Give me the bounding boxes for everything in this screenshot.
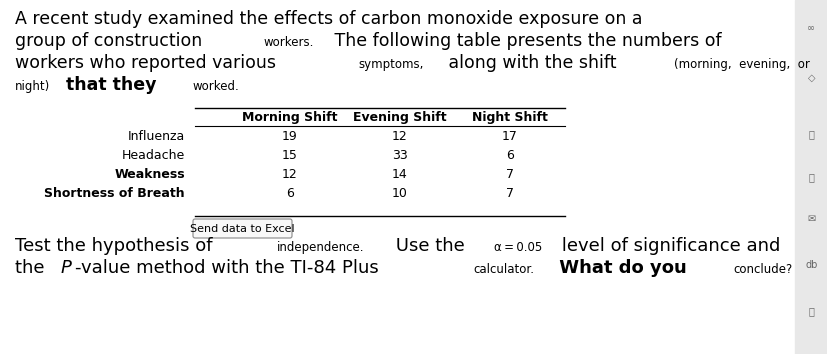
FancyBboxPatch shape [193,219,292,238]
Text: workers.: workers. [263,36,313,49]
Text: (morning,  evening,  or: (morning, evening, or [673,58,809,71]
Text: ◇: ◇ [807,73,815,83]
Text: workers who reported various: workers who reported various [15,54,281,72]
Text: Night Shift: Night Shift [471,111,547,124]
Text: α = 0.05: α = 0.05 [494,241,542,254]
Text: 33: 33 [392,149,408,162]
Text: the: the [15,259,50,277]
Text: 14: 14 [392,168,408,181]
Text: 19: 19 [282,130,298,143]
Text: 6: 6 [285,187,294,200]
Text: night): night) [15,80,50,93]
Text: conclude?: conclude? [733,263,791,276]
Text: 7: 7 [505,168,514,181]
Text: ⬜: ⬜ [808,172,814,182]
Text: along with the shift: along with the shift [442,54,621,72]
Text: ✉: ✉ [806,215,815,224]
Text: symptoms,: symptoms, [358,58,423,71]
Text: independence.: independence. [277,241,365,254]
Text: Influenza: Influenza [127,130,184,143]
Text: ∞: ∞ [806,23,815,33]
Text: calculator.: calculator. [473,263,534,276]
Bar [794,0,827,354]
Text: that they: that they [60,76,163,94]
Text: P: P [60,259,71,277]
Text: worked.: worked. [193,80,239,93]
Text: A recent study examined the effects of carbon monoxide exposure on a: A recent study examined the effects of c… [15,10,642,28]
Text: 10: 10 [392,187,408,200]
Text: The following table presents the numbers of: The following table presents the numbers… [328,32,720,50]
Text: Weakness: Weakness [114,168,184,181]
Text: ⬜: ⬜ [808,307,814,316]
Text: Morning Shift: Morning Shift [242,111,337,124]
Text: Headache: Headache [122,149,184,162]
Text: group of construction: group of construction [15,32,208,50]
Text: Shortness of Breath: Shortness of Breath [45,187,184,200]
Text: What do you: What do you [552,259,691,277]
Text: Evening Shift: Evening Shift [353,111,447,124]
Text: 6: 6 [505,149,514,162]
Text: 12: 12 [392,130,408,143]
Text: 12: 12 [282,168,298,181]
Text: ⬜: ⬜ [808,130,814,139]
Text: 15: 15 [282,149,298,162]
Text: Send data to Excel: Send data to Excel [190,224,294,234]
Text: db: db [805,261,817,270]
Text: -value method with the TI-84 Plus: -value method with the TI-84 Plus [74,259,384,277]
Text: Test the hypothesis of: Test the hypothesis of [15,237,218,255]
Text: level of significance and: level of significance and [556,237,780,255]
Text: 17: 17 [501,130,518,143]
Text: 7: 7 [505,187,514,200]
Text: Use the: Use the [390,237,470,255]
